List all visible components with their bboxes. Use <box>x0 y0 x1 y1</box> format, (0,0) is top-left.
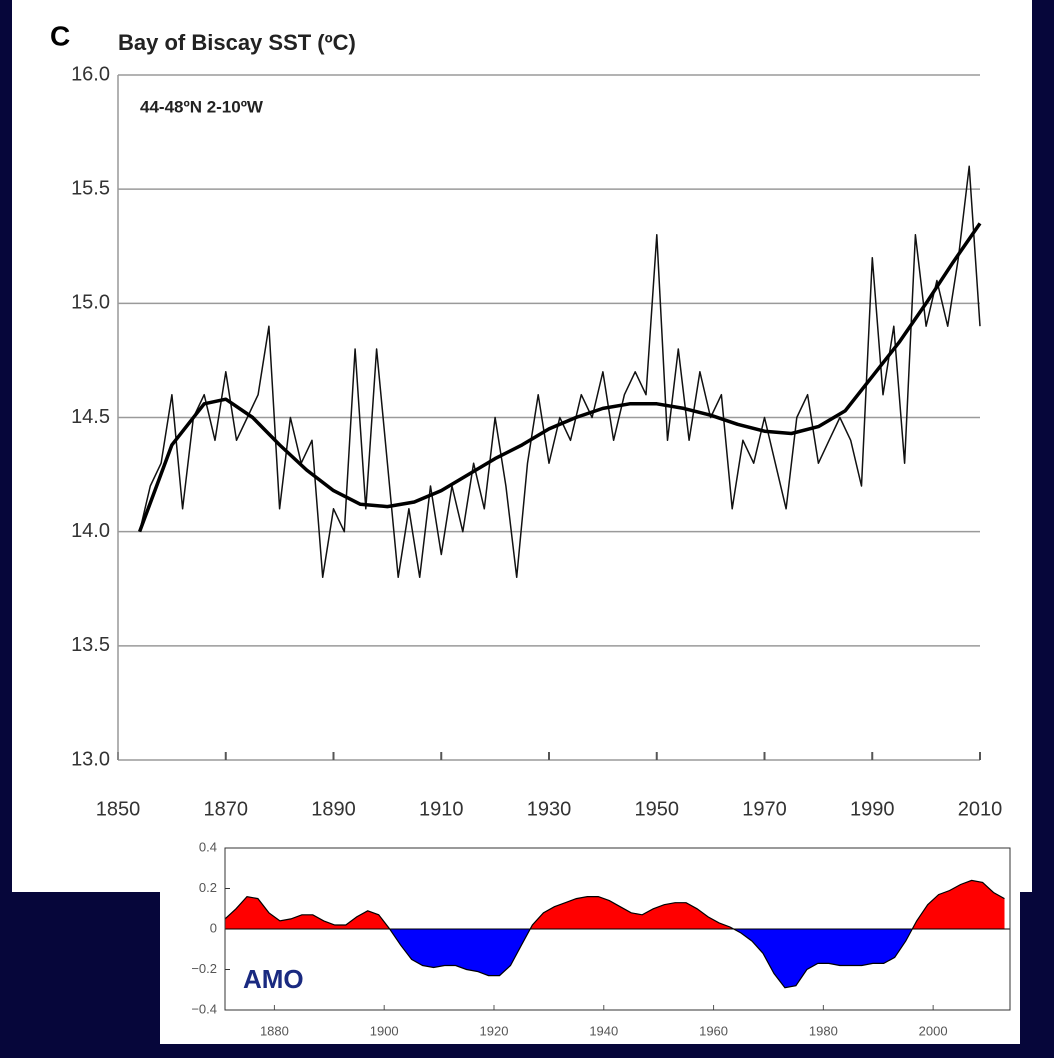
y-tick-label: −0.4 <box>191 1001 217 1016</box>
x-tick-label: 1920 <box>480 1023 509 1038</box>
y-tick-label: 13.0 <box>71 748 110 770</box>
y-tick-label: 0.4 <box>199 839 217 854</box>
positive-area <box>225 880 1005 929</box>
x-tick-label: 1880 <box>260 1023 289 1038</box>
x-tick-label: 2000 <box>919 1023 948 1038</box>
x-tick-label: 1970 <box>742 798 787 820</box>
annotation: 44-48ºN 2-10ºW <box>140 97 264 116</box>
panel-label: C <box>50 20 70 51</box>
y-tick-label: 15.5 <box>71 177 110 199</box>
x-tick-label: 1870 <box>204 798 249 820</box>
x-tick-label: 1980 <box>809 1023 838 1038</box>
negative-area <box>225 929 1005 988</box>
x-tick-label: 1890 <box>311 798 356 820</box>
sst-line <box>138 165 981 579</box>
chart-title: Bay of Biscay SST (ºC) <box>118 30 356 55</box>
y-tick-label: −0.2 <box>191 961 217 976</box>
x-tick-label: 2010 <box>958 798 1003 820</box>
y-tick-label: 15.0 <box>71 292 110 314</box>
x-tick-label: 1960 <box>699 1023 728 1038</box>
smooth-line <box>137 222 982 533</box>
y-tick-label: 14.5 <box>71 406 110 428</box>
x-tick-label: 1900 <box>370 1023 399 1038</box>
x-tick-label: 1940 <box>589 1023 618 1038</box>
frame <box>224 847 1011 1011</box>
x-tick-label: 1990 <box>850 798 895 820</box>
y-tick-label: 0.2 <box>199 880 217 895</box>
y-tick-label: 14.0 <box>71 520 110 542</box>
amo-line <box>224 879 1005 989</box>
x-tick-label: 1930 <box>527 798 572 820</box>
y-tick-label: 13.5 <box>71 634 110 656</box>
x-tick-label: 1910 <box>419 798 464 820</box>
amo-label: AMO <box>243 964 304 994</box>
x-tick-label: 1950 <box>635 798 680 820</box>
x-tick-label: 1850 <box>96 798 141 820</box>
y-tick-label: 0 <box>210 920 217 935</box>
y-tick-label: 16.0 <box>71 63 110 85</box>
